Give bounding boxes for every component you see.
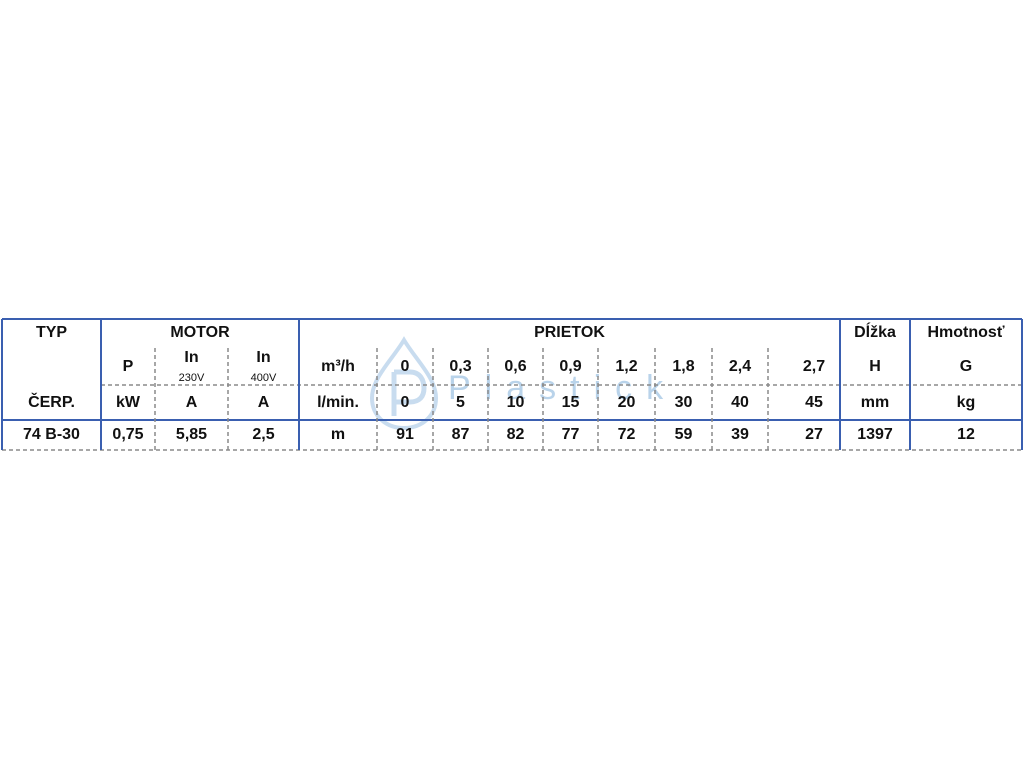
- data-cell: 2,5: [252, 426, 274, 443]
- symbol-cell: m³/h: [321, 358, 355, 375]
- symbol-cell: 0,9: [559, 358, 581, 375]
- symbol-cell: 1,8: [672, 358, 694, 375]
- symbol-cell: 0,3: [449, 358, 471, 375]
- unit-cell: A: [186, 394, 198, 411]
- table-cells: TYP MOTOR PRIETOK Dĺžka Hmotnosť P In In m³/h 0 0,…: [23, 321, 1005, 443]
- data-cell: 82: [507, 426, 525, 443]
- watermark-logo: [369, 336, 439, 431]
- data-cell: 12: [957, 426, 975, 443]
- data-cell: 72: [618, 426, 636, 443]
- header-cell: Dĺžka: [854, 321, 896, 341]
- symbol-cell: 2,4: [729, 358, 751, 375]
- header-cell: TYP: [36, 324, 67, 341]
- data-cell: 74 B-30: [23, 426, 80, 443]
- unit-cell: 0: [401, 394, 410, 411]
- data-cell: 0,75: [112, 426, 143, 443]
- data-cell: m: [331, 426, 345, 443]
- data-cell: 59: [675, 426, 693, 443]
- unit-cell: 10: [507, 394, 525, 411]
- unit-cell: 20: [618, 394, 636, 411]
- drop-icon: [369, 336, 439, 431]
- symbol-cell: 0,6: [504, 358, 526, 375]
- unit-cell: ČERP.: [28, 392, 75, 411]
- symbol-subscript: 400V: [251, 372, 277, 384]
- data-cell: 1397: [857, 426, 893, 443]
- symbol-cell: 2,7: [803, 358, 825, 375]
- data-cell: 87: [452, 426, 470, 443]
- header-cell: Hmotnosť: [928, 324, 1005, 341]
- unit-cell: mm: [861, 394, 889, 411]
- unit-cell: A: [258, 394, 270, 411]
- unit-cell: 15: [562, 394, 580, 411]
- symbol-cell: P: [123, 358, 134, 375]
- symbol-subscript: 230V: [179, 372, 205, 384]
- unit-cell: 40: [731, 394, 749, 411]
- symbol-cell: In: [184, 349, 198, 366]
- unit-cell: l/min.: [317, 394, 359, 411]
- table-grid: [1, 318, 1023, 451]
- header-cell: PRIETOK: [534, 324, 605, 341]
- header-cell: MOTOR: [170, 324, 230, 341]
- unit-cell: kW: [116, 394, 141, 411]
- symbol-cell: In: [256, 349, 270, 366]
- watermark-text: Plastick: [448, 369, 677, 407]
- unit-cell: kg: [957, 394, 976, 411]
- data-cell: 27: [805, 426, 823, 443]
- data-cell: 5,85: [176, 426, 207, 443]
- symbol-cell: 0: [401, 358, 410, 375]
- data-cell: 77: [562, 426, 580, 443]
- unit-cell: 5: [456, 394, 465, 411]
- p-icon: [391, 369, 427, 416]
- unit-cell: 45: [805, 394, 823, 411]
- symbol-cell: 1,2: [615, 358, 637, 375]
- data-cell: 91: [396, 426, 414, 443]
- data-cell: 39: [731, 426, 749, 443]
- unit-cell: 30: [675, 394, 693, 411]
- symbol-cell: H: [869, 358, 881, 375]
- symbol-cell: G: [960, 358, 972, 375]
